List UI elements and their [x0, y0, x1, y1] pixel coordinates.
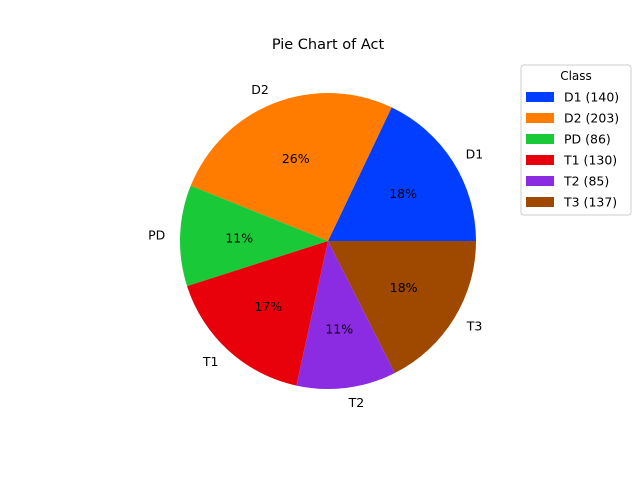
- legend: Class D1 (140) D2 (203) PD (86) T1 (130) T2 …: [520, 64, 632, 216]
- pie-slice-d1: [328, 107, 476, 241]
- legend-label-t3: T3 (137): [563, 195, 617, 210]
- legend-item-pd: PD (86): [526, 132, 611, 147]
- slice-label-t3: T3: [466, 319, 483, 334]
- slice-percent-pd: 11%: [225, 230, 253, 245]
- legend-items: D1 (140) D2 (203) PD (86) T1 (130) T2 (85) T3…: [526, 90, 619, 210]
- legend-swatch-t3: [526, 197, 554, 207]
- slice-percent-d2: 26%: [282, 151, 310, 166]
- legend-label-t2: T2 (85): [563, 174, 609, 189]
- legend-swatch-d1: [526, 92, 554, 102]
- slice-percent-t2: 11%: [325, 322, 353, 337]
- legend-label-pd: PD (86): [564, 132, 611, 147]
- legend-label-d2: D2 (203): [564, 111, 619, 126]
- legend-item-t1: T1 (130): [526, 153, 617, 168]
- pie-slice-t2: [296, 241, 395, 390]
- slice-percent-d1: 18%: [389, 186, 417, 201]
- legend-swatch-d2: [526, 113, 554, 123]
- pie-slice-d2: [190, 93, 392, 241]
- legend-swatch-t2: [526, 176, 554, 186]
- pie-slices: [180, 93, 476, 390]
- legend-swatch-t1: [526, 155, 554, 165]
- slice-label-pd: PD: [148, 228, 165, 243]
- legend-swatch-pd: [526, 134, 554, 144]
- chart-title: Pie Chart of Act: [272, 37, 385, 53]
- legend-item-d2: D2 (203): [526, 111, 619, 126]
- slice-percent-t1: 17%: [254, 299, 282, 314]
- legend-label-d1: D1 (140): [564, 90, 619, 105]
- pie-slice-t1: [187, 241, 328, 386]
- slice-label-t1: T1: [202, 354, 219, 369]
- slice-percent-t3: 18%: [390, 280, 418, 295]
- legend-item-d1: D1 (140): [526, 90, 619, 105]
- slice-label-t2: T2: [348, 395, 365, 410]
- pie-slice-pd: [180, 185, 328, 287]
- legend-item-t2: T2 (85): [526, 174, 609, 189]
- pie-slice-t3: [328, 241, 476, 374]
- legend-label-t1: T1 (130): [563, 153, 617, 168]
- legend-item-t3: T3 (137): [526, 195, 617, 210]
- slice-label-d1: D1: [466, 147, 484, 162]
- slice-label-d2: D2: [251, 82, 269, 97]
- pie-labels: 18% D1 26% D2 11% PD 17% T1 11% T2 18% T3: [148, 82, 483, 410]
- legend-title: Class: [560, 69, 592, 83]
